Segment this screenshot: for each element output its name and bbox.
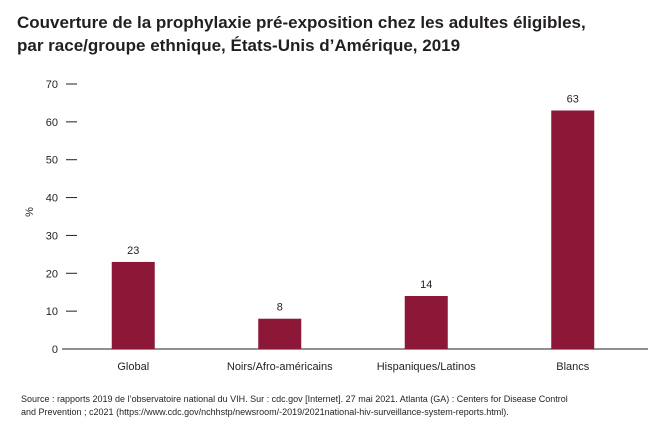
y-tick-label: 50 xyxy=(46,155,58,167)
bar-3 xyxy=(551,110,595,349)
chart-title: Couverture de la prophylaxie pré-exposit… xyxy=(17,11,657,57)
y-tick-label: 40 xyxy=(46,193,58,205)
source-line-1: Source : rapports 2019 de l’observatoire… xyxy=(21,394,568,404)
bar-2 xyxy=(404,296,448,349)
data-label-0: 23 xyxy=(127,245,139,257)
y-tick-label: 0 xyxy=(52,344,58,356)
chart-title-line-2: par race/groupe ethnique, États-Unis d’A… xyxy=(17,36,461,55)
data-label-2: 14 xyxy=(420,279,432,291)
y-tick-label: 30 xyxy=(46,230,58,242)
x-tick-label-1: Noirs/Afro-américains xyxy=(227,361,333,373)
bar-1 xyxy=(258,318,302,349)
data-label-3: 63 xyxy=(567,94,579,106)
x-tick-label-0: Global xyxy=(117,361,149,373)
source-note: Source : rapports 2019 de l’observatoire… xyxy=(21,393,661,419)
source-line-2: and Prevention ; c2021 (https://www.cdc.… xyxy=(21,407,509,417)
bar-0 xyxy=(111,261,155,349)
y-tick-label: 10 xyxy=(46,306,58,318)
y-tick-label: 60 xyxy=(46,117,58,129)
data-label-1: 8 xyxy=(277,302,283,314)
chart-title-line-1: Couverture de la prophylaxie pré-exposit… xyxy=(17,13,586,32)
y-tick-label: 20 xyxy=(46,268,58,280)
x-tick-label-3: Blancs xyxy=(556,361,590,373)
y-tick-label: 70 xyxy=(46,79,58,91)
y-axis-label: % xyxy=(24,207,36,217)
x-tick-label-2: Hispaniques/Latinos xyxy=(377,361,477,373)
